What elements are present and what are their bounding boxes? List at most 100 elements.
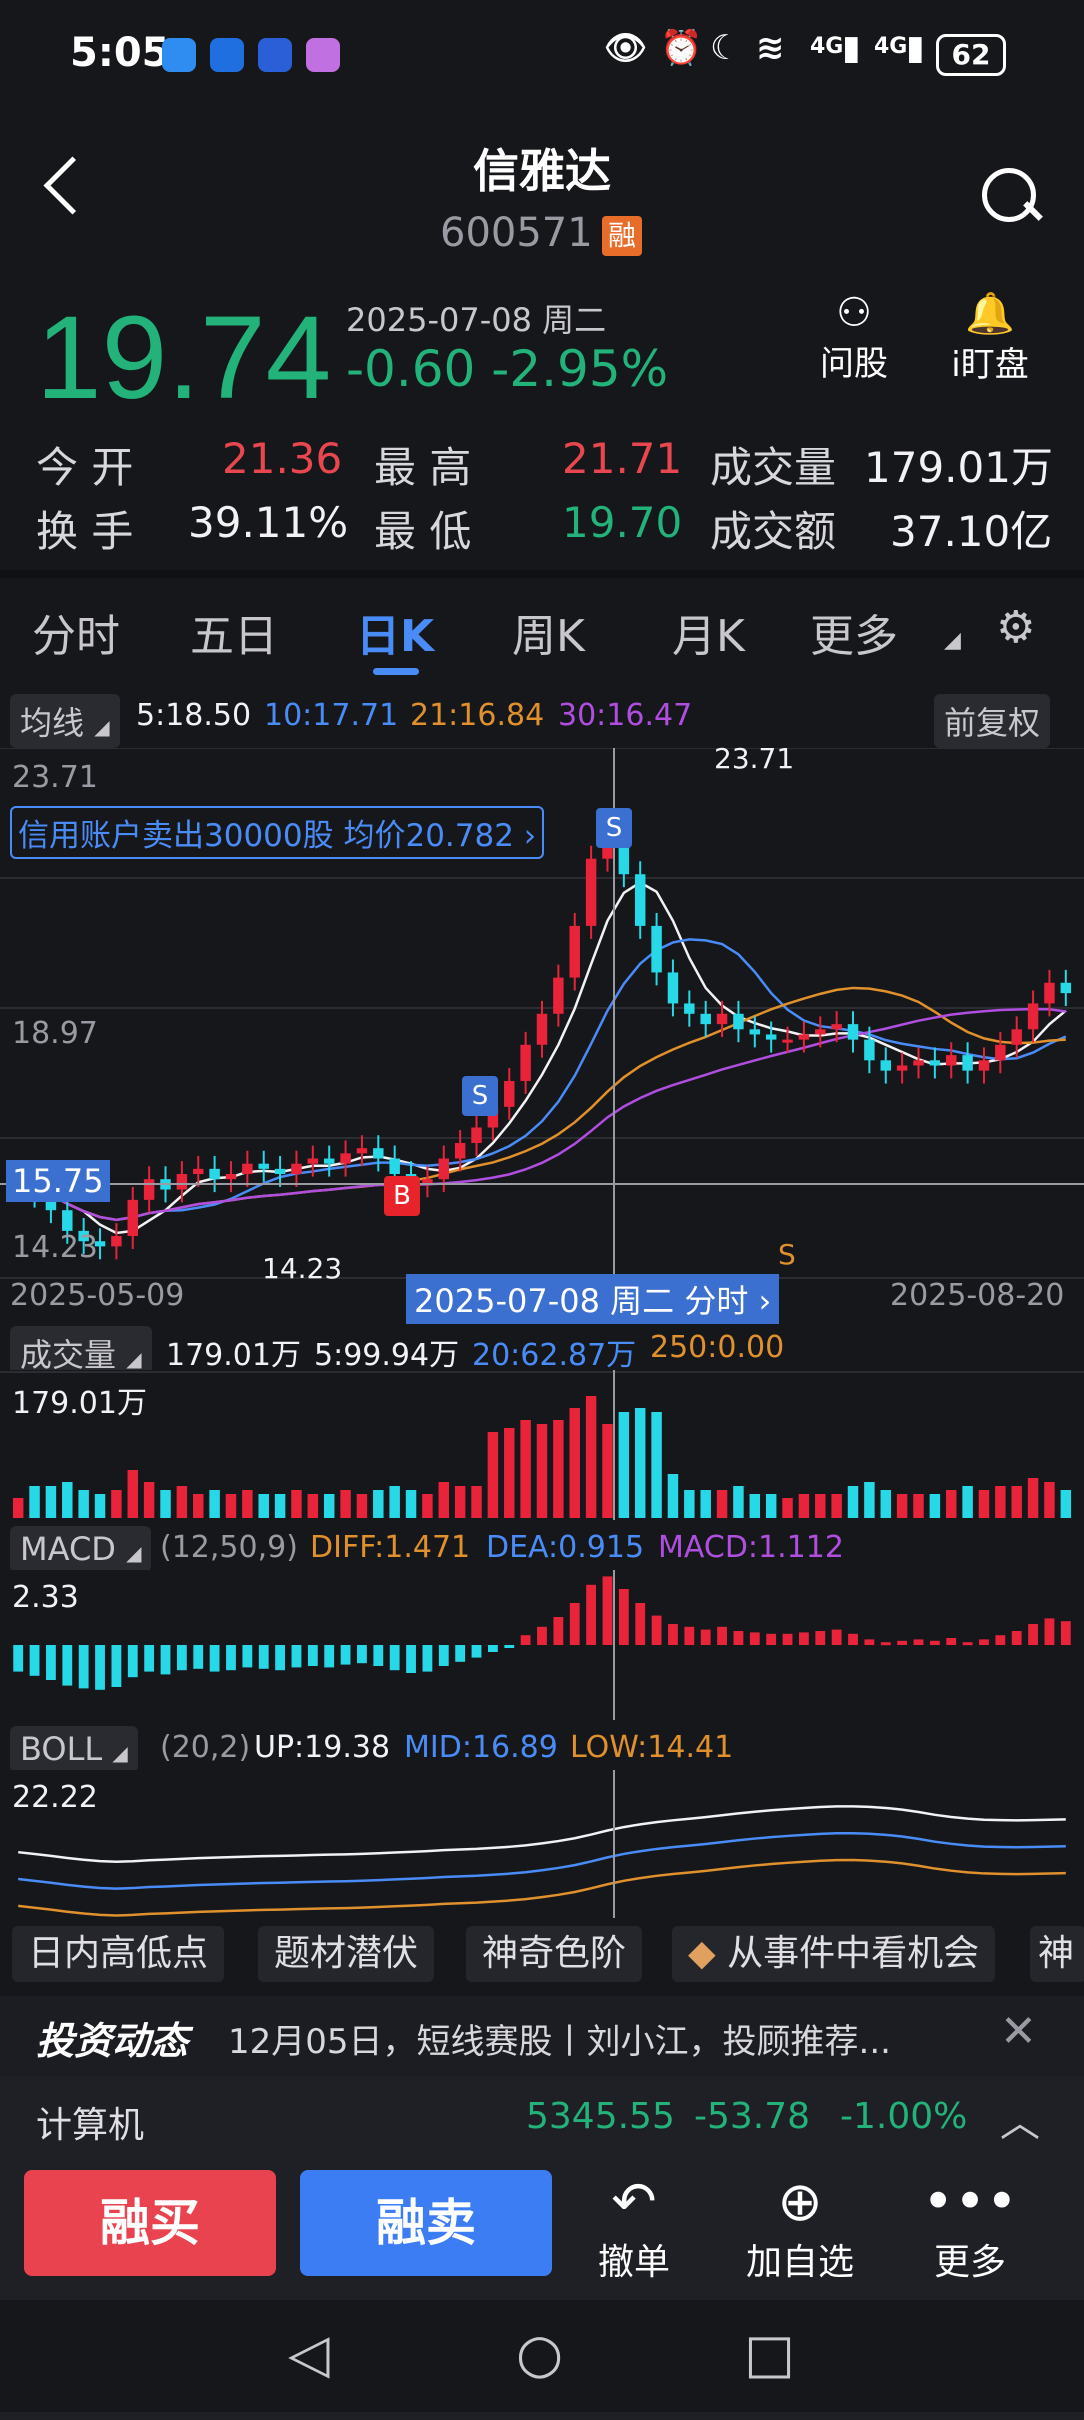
tab-five-day[interactable]: 五日 xyxy=(190,611,278,662)
volume-bar xyxy=(684,1490,695,1518)
eye-icon: 👁 xyxy=(604,28,648,68)
chevron-down-icon: ◢ xyxy=(126,1541,142,1565)
macd-bar xyxy=(176,1645,187,1671)
macd-bar xyxy=(831,1629,842,1645)
candle-body xyxy=(765,1034,777,1040)
y-axis-low: 14.23 xyxy=(12,1230,98,1265)
adjust-selector[interactable]: 前复权 xyxy=(934,694,1051,748)
more-label: 更多 xyxy=(933,2242,1006,2283)
tab-intraday[interactable]: 分时 xyxy=(32,611,120,662)
volume-bar xyxy=(733,1486,744,1518)
macd-bar xyxy=(537,1626,547,1645)
margin-badge: 融 xyxy=(602,216,642,256)
cancel-order-button[interactable]: ↶ 撤单 xyxy=(574,2170,694,2285)
candle-body xyxy=(1060,982,1072,994)
ma10-value: 10:17.71 xyxy=(264,698,399,733)
divider xyxy=(0,570,1084,578)
macd-bar xyxy=(1044,1618,1055,1645)
stat-label: 最 低 xyxy=(374,507,472,556)
price-change-pct: -2.95% xyxy=(491,340,669,398)
macd-params: (12,50,9) xyxy=(160,1530,298,1565)
feature-event-opportunity[interactable]: ◆ 从事件中看机会 xyxy=(672,1926,996,1982)
volume-bar xyxy=(29,1486,40,1518)
date-axis-start: 2025-05-09 xyxy=(10,1278,185,1313)
app-notification-icon xyxy=(258,38,292,72)
macd-bar xyxy=(586,1584,597,1645)
watch-button[interactable]: 🔔 i盯盘 xyxy=(940,290,1040,386)
macd-bar xyxy=(717,1626,727,1645)
volume-bar xyxy=(111,1490,122,1518)
macd-bar xyxy=(700,1629,711,1645)
sector-name: 计算机 xyxy=(36,2105,145,2146)
news-banner[interactable]: 投资动态 12月05日，短线赛股丨刘小江，投顾推荐... ✕ xyxy=(0,1996,1084,2076)
macd-bar xyxy=(160,1645,171,1675)
margin-buy-button[interactable]: 融买 xyxy=(24,2170,276,2276)
macd-bar xyxy=(340,1645,351,1665)
kline-chart[interactable] xyxy=(0,748,1084,1288)
diamond-icon: ◆ xyxy=(688,1933,716,1974)
tab-more[interactable]: 更多 xyxy=(810,611,898,662)
sell-signal-marker[interactable]: S xyxy=(596,808,632,848)
close-icon[interactable]: ✕ xyxy=(1000,2006,1037,2057)
volume-ma250: 250:0.00 xyxy=(650,1330,785,1365)
macd-bar xyxy=(1011,1631,1022,1645)
macd-bar xyxy=(324,1645,335,1668)
add-watchlist-label: 加自选 xyxy=(745,2242,854,2283)
ask-stock-button[interactable]: ⚇ 问股 xyxy=(804,290,904,385)
stat-volume: 179.01万 xyxy=(864,443,1053,492)
buy-signal-marker[interactable]: B xyxy=(384,1176,420,1216)
tab-weekly-k[interactable]: 周K xyxy=(512,611,585,662)
candle-body xyxy=(454,1143,466,1159)
nav-home-icon[interactable]: ○ xyxy=(516,2322,564,2385)
macd-selector[interactable]: MACD ◢ xyxy=(10,1526,152,1572)
feature-intraday-highlow[interactable]: 日内高低点 xyxy=(12,1926,225,1982)
margin-sell-button[interactable]: 融卖 xyxy=(300,2170,552,2276)
volume-bar xyxy=(962,1486,973,1518)
candle-body xyxy=(553,977,564,1014)
tab-daily-k[interactable]: 日K xyxy=(356,611,435,662)
boll-params: (20,2) xyxy=(160,1730,251,1765)
boll-selector[interactable]: BOLL ◢ xyxy=(10,1726,138,1772)
sell-signal-marker[interactable]: S xyxy=(462,1076,498,1116)
tab-monthly-k[interactable]: 月K xyxy=(672,611,745,662)
macd-bar xyxy=(373,1645,384,1666)
credit-trade-note[interactable]: 信用账户卖出30000股 均价20.782 › xyxy=(10,806,545,859)
boll-scale: 22.22 xyxy=(12,1780,98,1815)
macd-scale: 2.33 xyxy=(12,1580,79,1615)
candle-body xyxy=(536,1013,548,1045)
add-watchlist-button[interactable]: ⊕ 加自选 xyxy=(740,2170,860,2285)
candle-body xyxy=(618,827,630,875)
volume-bar xyxy=(716,1490,728,1518)
stat-open: 21.36 xyxy=(222,434,343,483)
ma-selector[interactable]: 均线 ◢ xyxy=(10,694,120,748)
volume-bar xyxy=(389,1486,400,1518)
feature-more[interactable]: 神 xyxy=(1030,1926,1084,1982)
volume-bar xyxy=(782,1498,793,1518)
stat-label: 成交量 xyxy=(710,443,837,492)
volume-bar xyxy=(209,1490,220,1518)
macd-bar xyxy=(766,1633,777,1645)
macd-chart[interactable] xyxy=(0,1570,1084,1720)
volume-chart[interactable] xyxy=(0,1370,1084,1520)
period-tabs: 分时 五日 日K 周K 月K 更多 ◢ ⚙ xyxy=(0,580,1084,680)
macd-bar xyxy=(193,1645,204,1669)
nav-recents-icon[interactable]: □ xyxy=(744,2322,796,2385)
ma5-line xyxy=(17,881,1067,1235)
search-icon[interactable] xyxy=(982,168,1036,222)
chevron-up-icon[interactable]: ︿ xyxy=(1000,2100,1040,2146)
news-brand: 投资动态 xyxy=(36,2019,189,2063)
boll-chip-label: BOLL xyxy=(20,1730,103,1768)
feature-magic-color[interactable]: 神奇色阶 xyxy=(466,1926,643,1982)
nav-back-icon[interactable]: ◁ xyxy=(288,2322,330,2385)
settings-icon[interactable]: ⚙ xyxy=(996,602,1036,653)
volume-bar xyxy=(945,1490,957,1518)
selected-date-link[interactable]: 2025-07-08 周二 分时 › xyxy=(406,1274,780,1324)
macd-bar xyxy=(471,1645,482,1658)
sector-change-pct: -1.00% xyxy=(840,2096,968,2137)
boll-chart[interactable] xyxy=(0,1770,1084,1918)
macd-bar xyxy=(618,1589,629,1645)
more-button[interactable]: ••• 更多 xyxy=(910,2170,1030,2285)
feature-theme-ambush[interactable]: 题材潜伏 xyxy=(258,1926,435,1982)
ma30-line xyxy=(17,1007,1066,1222)
moon-icon: ☾ xyxy=(710,28,741,68)
